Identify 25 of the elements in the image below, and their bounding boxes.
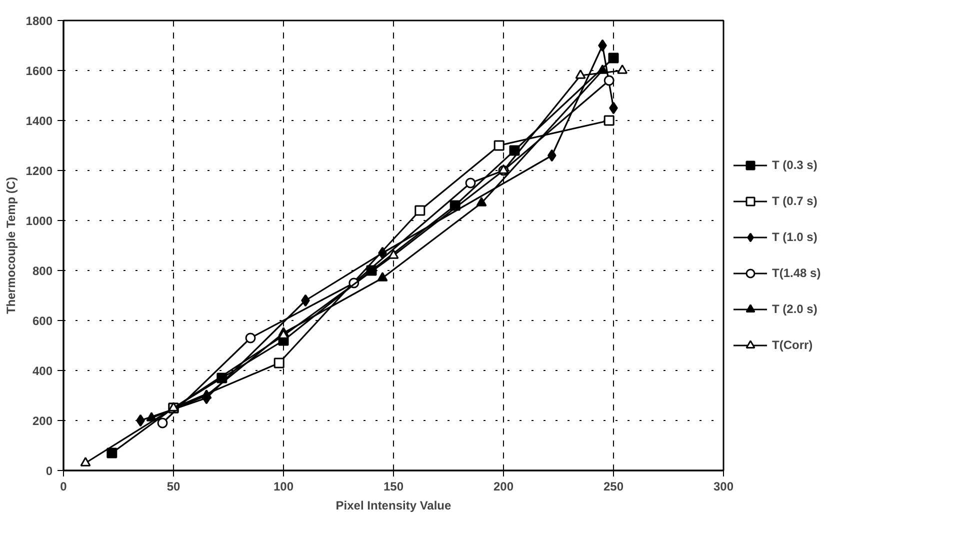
y-tick-label: 400: [32, 364, 53, 378]
legend-label: T (0.7 s): [772, 194, 818, 208]
x-tick-label: 300: [713, 480, 734, 494]
legend-label: T(1.48 s): [772, 266, 821, 280]
y-tick-label: 200: [32, 414, 53, 428]
x-tick-label: 150: [383, 480, 404, 494]
y-axis-title: Thermocouple Temp (C): [4, 176, 18, 314]
legend-label: T (0.3 s): [772, 158, 818, 172]
y-tick-label: 600: [32, 314, 53, 328]
x-axis-title: Pixel Intensity Value: [336, 498, 452, 512]
y-tick-label: 1200: [26, 164, 53, 178]
y-tick-label: 1800: [26, 14, 53, 28]
y-tick-label: 1000: [26, 214, 53, 228]
y-tick-label: 1400: [26, 114, 53, 128]
x-tick-label: 250: [603, 480, 624, 494]
legend-label: T(Corr): [772, 338, 813, 352]
y-tick-label: 1600: [26, 64, 53, 78]
y-tick-label: 0: [46, 464, 53, 478]
y-tick-label: 800: [32, 264, 53, 278]
x-tick-label: 200: [493, 480, 514, 494]
x-tick-label: 100: [273, 480, 294, 494]
legend-label: T (2.0 s): [772, 302, 818, 316]
x-tick-label: 0: [60, 480, 68, 494]
legend-label: T (1.0 s): [772, 230, 818, 244]
x-tick-label: 50: [166, 480, 180, 494]
